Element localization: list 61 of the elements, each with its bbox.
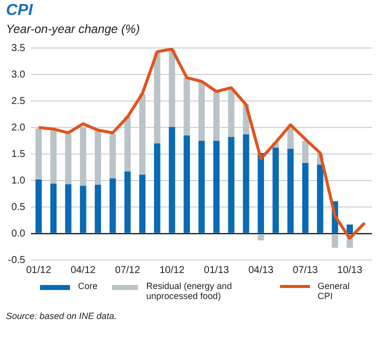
bar	[154, 143, 160, 233]
y-tick-label: 2.0	[11, 122, 26, 134]
bar	[228, 137, 234, 233]
bar	[154, 52, 160, 144]
y-tick-label: 3.5	[11, 42, 26, 54]
bar	[258, 234, 264, 240]
bar	[198, 140, 205, 233]
legend-label: Residual (energy and unprocessed food)	[146, 281, 233, 301]
bar	[94, 130, 102, 185]
bar	[302, 163, 308, 233]
bar	[346, 224, 353, 233]
y-tick-label: 0.5	[11, 202, 26, 213]
bar	[168, 50, 176, 127]
bar	[65, 184, 72, 233]
bar	[80, 186, 86, 233]
bar	[124, 171, 131, 233]
bar	[332, 234, 338, 248]
bar	[302, 140, 308, 164]
x-tick-label: 04/13	[248, 264, 274, 276]
bar	[228, 88, 234, 138]
y-tick-label: -0.5	[8, 254, 26, 266]
x-tick-label: 01/13	[204, 264, 230, 276]
bar	[316, 164, 324, 233]
bar	[35, 128, 42, 180]
y-tick-label: 0.0	[11, 228, 26, 240]
bar	[198, 81, 205, 141]
bar	[65, 134, 72, 184]
bar	[110, 134, 116, 178]
x-tick-label: 07/13	[292, 264, 318, 276]
bar	[213, 140, 220, 233]
y-tick-label: 1.0	[11, 175, 26, 186]
x-tick-label: 10/12	[159, 264, 185, 276]
legend-label: Core	[78, 281, 98, 291]
bar	[258, 152, 264, 233]
bar	[184, 78, 190, 136]
bar	[184, 135, 190, 233]
bar	[242, 134, 250, 233]
chart-title: CPI	[6, 2, 33, 20]
bar	[168, 126, 176, 233]
bar	[213, 91, 220, 141]
x-tick-label: 04/12	[70, 264, 96, 276]
y-tick-label: 3.0	[11, 69, 26, 80]
y-tick-label: 1.5	[11, 148, 26, 160]
bar	[94, 184, 102, 233]
chart-subtitle: Year-on-year change (%)	[6, 22, 140, 36]
x-tick-label: 01/12	[26, 264, 52, 276]
bar	[80, 128, 86, 186]
x-tick-label: 07/12	[115, 264, 140, 276]
bar	[139, 94, 146, 175]
bar	[287, 148, 294, 233]
bar	[110, 178, 116, 233]
bar	[272, 148, 279, 233]
legend-label: General CPI	[318, 281, 351, 301]
bar	[139, 174, 146, 233]
bar	[50, 184, 57, 233]
y-tick-label: 2.5	[11, 96, 26, 107]
bar	[50, 130, 57, 184]
bar	[35, 179, 42, 233]
x-tick-label: 10/13	[337, 264, 363, 276]
source-note: Source: based on INE data.	[6, 311, 117, 321]
bar	[124, 116, 131, 172]
